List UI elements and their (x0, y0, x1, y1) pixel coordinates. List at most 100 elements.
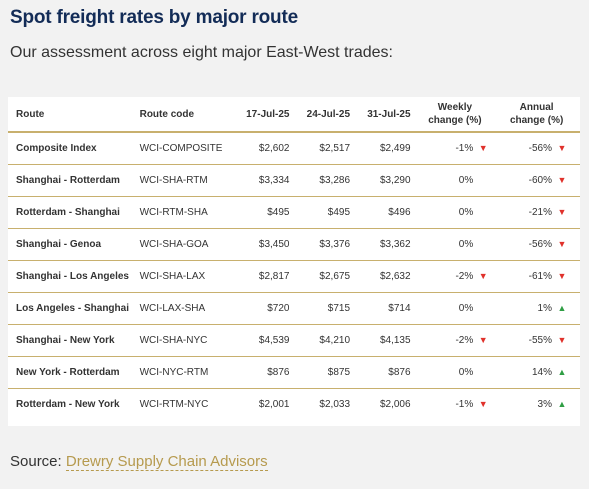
rates-table-card: Route Route code 17-Jul-25 24-Jul-25 31-… (8, 97, 580, 426)
route-cell: Rotterdam - Shanghai (8, 196, 140, 229)
route-cell: Rotterdam - New York (16, 399, 120, 410)
source-link[interactable]: Drewry Supply Chain Advisors (65, 453, 268, 471)
triangle-down-icon: ▼ (478, 143, 488, 153)
weekly-change-cell-value: -1% (455, 399, 474, 410)
route-cell: Shanghai - Genoa (8, 228, 140, 261)
weekly-change-cell-value: 0% (458, 239, 474, 250)
triangle-up-icon: ▲ (557, 399, 567, 409)
route-cell: Shanghai - Los Angeles (8, 260, 140, 293)
annual-change-cell: -56% ▼ (493, 132, 580, 165)
table-row: New York - Rotterdam WCI-NYC-RTM $876 $875 $… (8, 356, 580, 389)
rate-cell-3: $2,006 (379, 399, 411, 410)
weekly-change-cell-value: -2% (455, 335, 474, 346)
triangle-down-icon: ▼ (478, 271, 488, 281)
header-route-code: Route code (139, 97, 238, 133)
source-line: Source: Drewry Supply Chain Advisors (10, 453, 268, 471)
route-code-cell: WCI-NYC-RTM (139, 356, 238, 389)
annual-change-cell-value: 1% (537, 303, 552, 314)
route-cell: Shanghai - New York (8, 324, 140, 357)
rate-cell-3: $4,135 (356, 324, 417, 357)
weekly-change-cell-value: -2% (455, 271, 474, 282)
header-annual-line-2: change (%) (509, 115, 564, 126)
rate-cell-2: $2,517 (295, 132, 357, 165)
no-change-spacer: ▲ (477, 207, 489, 217)
header-weekly-line-1: Weekly (437, 102, 473, 113)
header-annual-line-1: Annual (519, 102, 554, 113)
header-date-1: 17-Jul-25 (237, 97, 296, 133)
no-change-spacer: ▲ (477, 367, 489, 377)
table-row: Shanghai - Rotterdam WCI-SHA-RTM $3,334 $3,… (8, 164, 580, 197)
route-code-cell: WCI-RTM-SHA (139, 196, 238, 229)
rate-cell-1: $3,334 (237, 164, 296, 197)
rate-cell-3: $3,290 (356, 164, 417, 197)
annual-change-cell-value: -60% (528, 175, 552, 186)
weekly-change-cell: 0%▲ (416, 196, 494, 229)
rate-cell-1: $2,001 (258, 399, 290, 410)
no-change-spacer: ▲ (477, 239, 489, 249)
weekly-change-cell: -2% ▼ (416, 324, 494, 357)
rate-cell-2: $3,286 (295, 164, 357, 197)
annual-change-cell: -60% ▼ (493, 164, 580, 197)
rate-cell-2: $2,033 (319, 399, 351, 410)
weekly-change-cell-value: 0% (458, 303, 474, 314)
rate-cell-1: $495 (237, 196, 296, 229)
table-row: Shanghai - Los Angeles WCI-SHA-LAX $2,817 $… (8, 260, 580, 293)
annual-change-cell: -61% ▼ (493, 260, 580, 293)
annual-change-cell: -21% ▼ (493, 196, 580, 229)
table-row: Composite Index WCI-COMPOSITE $2,602 $2,517… (8, 132, 580, 165)
triangle-down-icon: ▼ (557, 239, 567, 249)
weekly-change-cell-value: 0% (458, 367, 474, 378)
triangle-up-icon: ▲ (557, 303, 567, 313)
rate-cell-3: $2,632 (356, 260, 417, 293)
weekly-change-cell-value: -1% (455, 143, 474, 154)
rate-cell-2: $495 (295, 196, 357, 229)
annual-change-cell-value: 14% (531, 367, 552, 378)
route-cell: Los Angeles - Shanghai (8, 292, 140, 325)
triangle-up-icon: ▲ (557, 367, 567, 377)
table-header-row: Route Route code 17-Jul-25 24-Jul-25 31-… (8, 97, 580, 133)
annual-change-cell-value: -61% (528, 271, 552, 282)
chart-title: Spot freight rates by major route (10, 7, 298, 28)
triangle-down-icon: ▼ (478, 399, 488, 409)
route-code-cell: WCI-SHA-LAX (139, 260, 238, 293)
weekly-change-cell: 0%▲ (416, 228, 494, 261)
header-route: Route (8, 97, 140, 133)
route-code-cell: WCI-SHA-RTM (139, 164, 238, 197)
no-change-spacer: ▲ (477, 303, 489, 313)
rate-cell-1: $720 (237, 292, 296, 325)
triangle-down-icon: ▼ (478, 335, 488, 345)
weekly-change-cell: -2% ▼ (416, 260, 494, 293)
annual-change-cell: 14% ▲ (493, 356, 580, 389)
no-change-spacer: ▲ (477, 175, 489, 185)
chart-subtitle: Our assessment across eight major East-W… (10, 44, 393, 61)
triangle-down-icon: ▼ (557, 271, 567, 281)
route-code-cell: WCI-SHA-GOA (139, 228, 238, 261)
rate-cell-3: $876 (356, 356, 417, 389)
table-row: Shanghai - Genoa WCI-SHA-GOA $3,450 $3,376 $… (8, 228, 580, 261)
weekly-change-cell-value: 0% (458, 175, 474, 186)
rate-cell-2: $875 (295, 356, 357, 389)
table-body: Composite Index WCI-COMPOSITE $2,602 $2,517… (8, 132, 580, 420)
weekly-change-cell: 0%▲ (416, 164, 494, 197)
table-row: Rotterdam - New York WCI-RTM-NYC $2,001 $2,… (8, 389, 580, 421)
annual-change-cell-value: -21% (528, 207, 552, 218)
weekly-change-cell-value: 0% (458, 207, 474, 218)
rate-cell-2: $4,210 (295, 324, 357, 357)
route-cell: New York - Rotterdam (8, 356, 140, 389)
header-date-3: 31-Jul-25 (356, 97, 417, 133)
rate-cell-2: $3,376 (295, 228, 357, 261)
rate-cell-3: $2,499 (356, 132, 417, 165)
header-weekly-change: Weekly change (%) (416, 97, 494, 133)
route-code-cell: WCI-SHA-NYC (139, 324, 238, 357)
route-code-cell: WCI-COMPOSITE (139, 132, 238, 165)
table-row: Shanghai - New York WCI-SHA-NYC $4,539 $4,2… (8, 324, 580, 357)
annual-change-cell-value: -56% (528, 239, 552, 250)
weekly-change-cell: 0%▲ (416, 356, 494, 389)
rate-cell-1: $2,817 (237, 260, 296, 293)
rate-cell-1: $3,450 (237, 228, 296, 261)
triangle-down-icon: ▼ (557, 207, 567, 217)
route-code-cell: WCI-LAX-SHA (139, 292, 238, 325)
annual-change-cell-value: 3% (537, 399, 552, 410)
weekly-change-cell: -1% ▼ (417, 389, 494, 421)
rate-cell-1: $2,602 (237, 132, 296, 165)
